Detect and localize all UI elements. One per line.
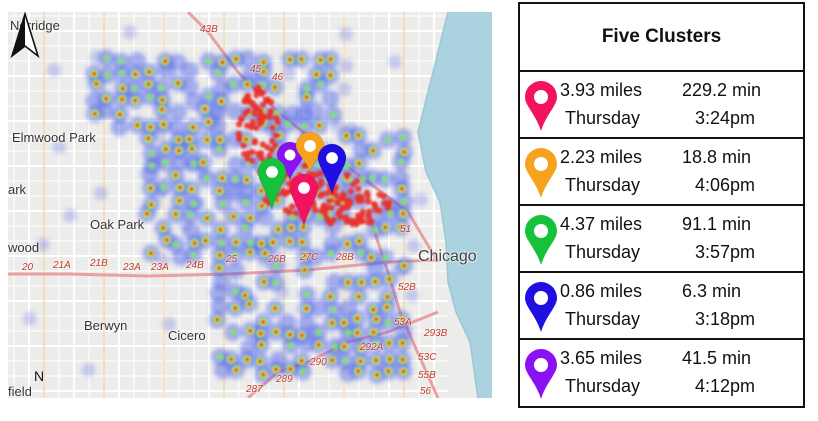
place-label: Oak Park — [90, 217, 145, 232]
route-label: 26B — [268, 254, 286, 265]
map-canvas — [8, 12, 492, 398]
legend-row: 3.65 miles Thursday 41.5 min 4:12pm — [520, 340, 803, 407]
day-cell: Thursday — [565, 376, 641, 396]
duration-cell: 18.8 min — [682, 147, 752, 167]
route-label: 53C — [418, 352, 437, 363]
legend-rows: 3.93 miles Thursday 229.2 min 3:24pm 2.23 mi… — [520, 72, 803, 407]
route-label: 21B — [90, 258, 108, 269]
distance-cell: 3.93 miles — [560, 80, 643, 100]
route-label: 21A — [53, 260, 71, 271]
place-label: Berwyn — [84, 318, 128, 333]
place-label: Cicero — [168, 328, 206, 343]
route-label: 51 — [400, 224, 412, 235]
route-label: 20 — [22, 262, 34, 273]
place-label: Elmwood Park — [12, 130, 96, 145]
route-label: 27C — [300, 252, 319, 263]
route-label: 55B — [418, 370, 436, 381]
route-label: 23A — [123, 262, 141, 273]
legend-title: Five Clusters — [520, 4, 803, 72]
route-label: 53A — [394, 317, 412, 328]
time-cell: 4:12pm — [695, 376, 756, 396]
route-label: 23A — [151, 262, 169, 273]
time-cell: 3:24pm — [695, 108, 756, 128]
map-pin-icon — [525, 349, 557, 399]
day-cell: Thursday — [565, 242, 641, 262]
day-cell: Thursday — [565, 175, 641, 195]
legend-row: 2.23 miles Thursday 18.8 min 4:06pm — [520, 139, 803, 206]
day-cell: Thursday — [565, 108, 641, 128]
route-label: 24B — [186, 260, 204, 271]
distance-cell: 0.86 miles — [560, 281, 643, 301]
map-pin-icon — [525, 282, 557, 332]
legend-row: 3.93 miles Thursday 229.2 min 3:24pm — [520, 72, 803, 139]
place-label: wood — [8, 240, 40, 255]
place-label: ark — [8, 182, 27, 197]
route-label: 45 — [250, 64, 262, 75]
heatmap-map[interactable]: Norridge Elmwood Park Oak Park Berwyn Ci… — [8, 12, 492, 398]
time-cell: 3:57pm — [695, 242, 756, 262]
distance-cell: 3.65 miles — [560, 348, 643, 368]
distance-cell: 2.23 miles — [560, 147, 643, 167]
cluster-pins[interactable] — [257, 131, 347, 228]
route-label: 290 — [310, 357, 327, 368]
day-cell: Thursday — [565, 309, 641, 329]
route-label: 293B — [424, 328, 448, 339]
route-label: 46 — [272, 72, 284, 83]
route-label: 287 — [246, 384, 263, 395]
green-pin[interactable] — [257, 157, 287, 212]
route-label: 52B — [398, 282, 416, 293]
legend-row: 0.86 miles Thursday 6.3 min 3:18pm — [520, 273, 803, 340]
map-pin-icon — [525, 81, 557, 131]
map-pin-icon — [525, 148, 557, 198]
place-label: field — [8, 384, 32, 398]
time-cell: 3:18pm — [695, 309, 756, 329]
route-label: 28B — [336, 252, 354, 263]
duration-cell: 91.1 min — [682, 214, 752, 234]
north-label: N — [34, 368, 45, 384]
time-cell: 4:06pm — [695, 175, 756, 195]
route-label: 289 — [276, 374, 293, 385]
route-label: 292A — [360, 342, 384, 353]
purple-pin[interactable] — [276, 141, 304, 181]
duration-cell: 6.3 min — [682, 281, 742, 301]
pink-pin[interactable] — [289, 173, 319, 228]
map-pin-icon — [525, 215, 557, 265]
duration-cell: 229.2 min — [682, 80, 762, 100]
route-label: 56 — [420, 386, 432, 397]
cluster-legend-table: Five Clusters 3.93 miles Thursday 229.2 mi… — [518, 2, 805, 408]
route-label: 25 — [226, 254, 238, 265]
route-label: 43B — [200, 24, 218, 35]
place-label: Chicago — [418, 248, 477, 265]
duration-cell: 41.5 min — [682, 348, 752, 368]
heatmap-hot-layer — [89, 54, 409, 380]
legend-row: 4.37 miles Thursday 91.1 min 3:57pm — [520, 206, 803, 273]
lake-michigan — [417, 12, 492, 398]
distance-cell: 4.37 miles — [560, 214, 643, 234]
blue-pin[interactable] — [317, 143, 347, 196]
north-arrow-icon — [10, 12, 40, 59]
